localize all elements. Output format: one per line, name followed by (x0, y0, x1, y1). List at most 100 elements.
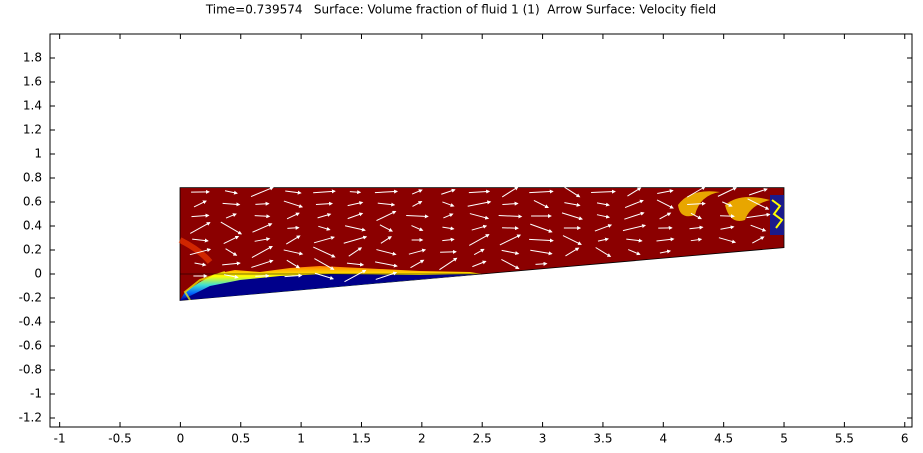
arrow (468, 234, 490, 246)
arrow (530, 249, 553, 256)
arrow (595, 247, 612, 258)
arrow (469, 213, 490, 220)
arrow (722, 201, 733, 207)
arrow (348, 247, 363, 257)
arrow (408, 248, 427, 255)
arrow (190, 222, 211, 234)
arrow (502, 226, 519, 231)
arrow (412, 201, 423, 207)
arrow (535, 261, 548, 266)
arrow (191, 213, 210, 218)
y-tick-label: 0.6 (23, 195, 42, 209)
arrow (690, 212, 702, 220)
arrow (347, 212, 364, 220)
arrow (406, 214, 429, 219)
arrow (285, 190, 302, 195)
arrow (720, 214, 735, 219)
x-tick-label: -0.5 (108, 432, 131, 446)
arrow (627, 187, 642, 197)
x-tick-label: 0 (177, 432, 185, 446)
arrow (596, 202, 610, 207)
arrow (250, 186, 274, 198)
y-tick-label: -1.2 (19, 411, 42, 425)
arrow (686, 186, 706, 198)
arrow (597, 237, 609, 242)
arrow (284, 273, 303, 278)
x-tick-label: 0.5 (231, 432, 250, 446)
arrow (189, 248, 212, 256)
arrow (626, 238, 643, 243)
y-tick-label: 1.2 (23, 123, 42, 137)
arrow (501, 249, 520, 256)
y-tick-label: 1.6 (23, 75, 42, 89)
y-tick-label: 1.8 (23, 51, 42, 65)
arrow (530, 223, 553, 233)
arrow (347, 201, 364, 207)
arrow (561, 212, 583, 221)
arrow (287, 225, 300, 230)
arrow (442, 201, 455, 207)
arrow (251, 259, 274, 268)
arrow (344, 269, 367, 283)
arrow (659, 249, 672, 254)
arrow (193, 200, 207, 208)
arrow (443, 213, 454, 219)
arrow (222, 202, 241, 207)
arrow (441, 188, 456, 195)
x-tick-label: 2.5 (473, 432, 492, 446)
arrow (750, 224, 767, 232)
y-tick-label: 1 (34, 147, 42, 161)
arrow (687, 201, 706, 206)
arrow (349, 190, 362, 195)
arrow (442, 226, 455, 231)
arrow (286, 212, 300, 220)
arrow (222, 261, 241, 266)
arrow (344, 225, 366, 232)
arrow (501, 186, 519, 198)
arrow (533, 200, 549, 208)
arrow (468, 189, 491, 194)
arrow (286, 259, 301, 269)
x-tick-label: 5 (780, 432, 788, 446)
arrow (720, 225, 735, 230)
y-tick-label: -0.6 (19, 339, 42, 353)
arrow (529, 189, 554, 194)
x-tick-label: 6 (901, 432, 909, 446)
arrow (689, 225, 704, 230)
arrow (752, 236, 765, 244)
arrow (283, 249, 304, 256)
x-tick-label: 2 (418, 432, 426, 446)
arrow (254, 237, 271, 242)
x-tick-label: 1.5 (352, 432, 371, 446)
arrow (498, 214, 523, 219)
velocity-arrows (189, 186, 771, 283)
arrow (376, 249, 397, 256)
x-tick-label: 4 (659, 432, 667, 446)
arrow (747, 198, 770, 210)
arrow (717, 187, 738, 197)
arrow (411, 189, 423, 195)
x-tick-label: 3.5 (593, 432, 612, 446)
y-tick-label: -0.2 (19, 291, 42, 305)
arrow (657, 189, 674, 194)
arrow (746, 212, 771, 219)
arrow (748, 188, 768, 196)
arrow (225, 213, 237, 219)
arrow (223, 235, 240, 245)
arrow (472, 260, 487, 268)
arrow (314, 272, 335, 280)
arrow (254, 214, 271, 219)
arrow (318, 225, 331, 231)
arrow (224, 190, 238, 195)
arrow (251, 245, 273, 258)
y-tick-label: 0.2 (23, 243, 42, 257)
arrow (411, 225, 424, 232)
arrow (376, 210, 397, 222)
arrow (343, 235, 368, 244)
arrow (564, 202, 581, 207)
arrow (501, 258, 520, 270)
arrow (315, 201, 334, 206)
x-tick-label: 4.5 (714, 432, 733, 446)
arrow (410, 259, 425, 269)
x-tick-label: 3 (539, 432, 547, 446)
